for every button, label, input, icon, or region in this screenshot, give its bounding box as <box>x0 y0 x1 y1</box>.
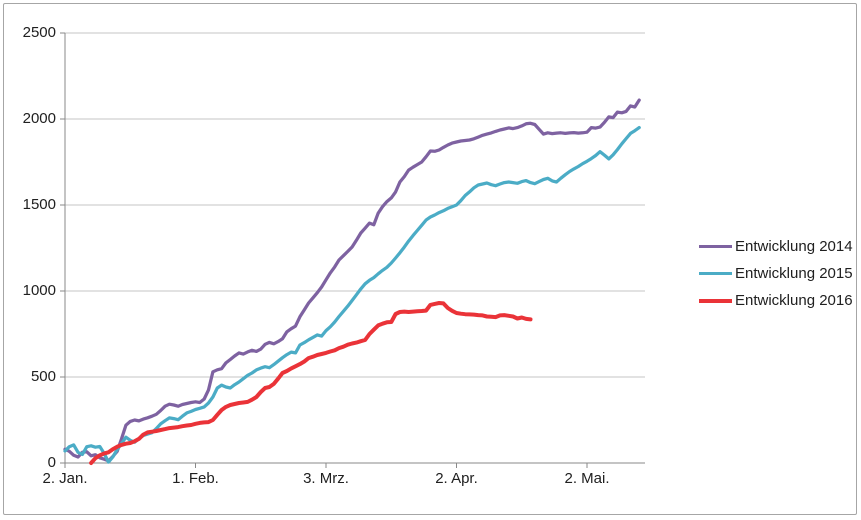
x-tick-label: 3. Mrz. <box>303 470 349 487</box>
x-tick-label: 2. Mai. <box>564 470 610 487</box>
x-tick-label: 2. Apr. <box>435 470 478 487</box>
legend-label: Entwicklung 2016 <box>735 292 853 309</box>
y-tick-label: 1000 <box>22 282 56 299</box>
y-tick-label: 500 <box>30 368 56 385</box>
x-tick-label: 2. Jan. <box>42 470 88 487</box>
legend-line-swatch <box>699 272 732 275</box>
legend-item-2016: Entwicklung 2016 <box>699 287 853 314</box>
series-line-2015 <box>63 125 641 464</box>
legend: Entwicklung 2014 Entwicklung 2015 Entwickl… <box>699 233 853 314</box>
legend-line-swatch <box>699 298 732 303</box>
x-tick-label: 1. Feb. <box>172 470 219 487</box>
y-tick-label: 2000 <box>22 110 56 127</box>
legend-label: Entwicklung 2014 <box>735 238 853 255</box>
chart-border <box>3 3 857 515</box>
legend-line-swatch <box>699 245 732 248</box>
series-line-2016 <box>89 301 533 465</box>
y-tick-label: 2500 <box>22 24 56 41</box>
series-line-2014 <box>63 98 641 463</box>
y-tick-label: 0 <box>47 454 56 471</box>
legend-item-2015: Entwicklung 2015 <box>699 260 853 287</box>
legend-label: Entwicklung 2015 <box>735 265 853 282</box>
legend-item-2014: Entwicklung 2014 <box>699 233 853 260</box>
y-tick-label: 1500 <box>22 196 56 213</box>
